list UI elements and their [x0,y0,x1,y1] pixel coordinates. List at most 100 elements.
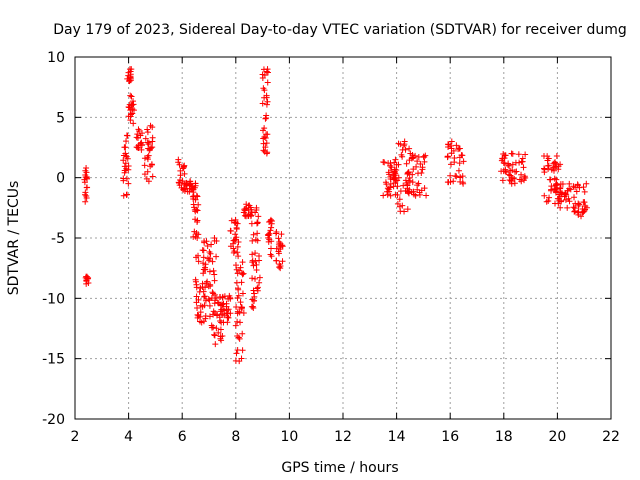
data-point [395,174,402,181]
data-point [144,156,151,163]
data-point [256,279,263,286]
data-point [541,192,548,199]
data-point [123,191,130,198]
data-point [451,159,458,166]
data-point [213,237,220,244]
data-point [128,93,135,100]
data-point [273,228,280,235]
plot-frame [74,56,612,420]
data-point [234,332,241,339]
data-point [232,219,239,226]
data-point [83,276,90,283]
data-point [550,167,557,174]
data-point [120,192,127,199]
data-point [419,166,426,173]
y-tick-label: 5 [56,110,65,126]
data-point [82,174,89,181]
data-point [127,92,134,99]
data-point [406,145,413,152]
data-point [213,325,220,332]
data-point [578,213,585,220]
data-point [394,183,401,190]
data-point [239,271,246,278]
data-point [380,192,387,199]
data-point [388,167,395,174]
data-point [224,314,231,321]
data-point [201,302,208,309]
data-point [254,230,261,237]
data-point [404,182,411,189]
data-point [197,302,204,309]
data-point [268,218,275,225]
data-point [382,179,389,186]
data-point [550,164,557,171]
data-point [209,289,216,296]
data-point [406,186,413,193]
data-point [208,294,215,301]
data-point [557,189,564,196]
data-point [574,181,581,188]
data-point [220,306,227,313]
data-point [412,152,419,159]
data-point [423,192,430,199]
data-point [396,196,403,203]
data-point [149,173,156,180]
data-point [501,160,508,167]
data-point [279,243,286,250]
data-point [248,303,255,310]
data-point [260,147,267,154]
data-point [200,293,207,300]
data-point [264,149,271,156]
data-point [279,242,286,249]
data-point [250,231,257,238]
data-point [447,172,454,179]
data-point [409,171,416,178]
data-point [130,120,137,127]
data-point [519,158,526,165]
data-point [146,147,153,154]
data-point [178,184,185,191]
data-point [194,314,201,321]
data-point [261,87,268,94]
data-point [417,160,424,167]
data-point [551,159,558,166]
data-point [263,68,270,75]
data-point [211,331,218,338]
chart-title: Day 179 of 2023, Sidereal Day-to-day VTE… [53,22,627,38]
data-point [81,179,88,186]
x-tick-label: 22 [602,429,620,445]
data-point [505,171,512,178]
data-point [238,269,245,276]
data-point [233,224,240,231]
data-point [506,177,513,184]
data-point [414,170,421,177]
data-point [239,330,246,337]
data-point [380,159,387,166]
data-point [211,332,218,339]
data-point [249,251,256,258]
data-point [416,189,423,196]
x-tick-label: 14 [388,429,406,445]
data-point [273,257,280,264]
data-point [518,178,525,185]
data-point [215,329,222,336]
data-point [410,191,417,198]
data-point [197,285,204,292]
data-point [499,177,506,184]
data-point [195,296,202,303]
data-point [414,182,421,189]
data-point [276,264,283,271]
data-point [255,213,262,220]
data-point [265,238,272,245]
data-point [120,157,127,164]
x-tick-label: 12 [334,429,352,445]
data-point [387,180,394,187]
data-point [448,138,455,145]
data-point [192,182,199,189]
data-point [194,207,201,214]
data-point [264,98,271,105]
data-point [253,261,260,268]
data-point [254,219,261,226]
data-point [262,144,269,151]
data-point [194,217,201,224]
